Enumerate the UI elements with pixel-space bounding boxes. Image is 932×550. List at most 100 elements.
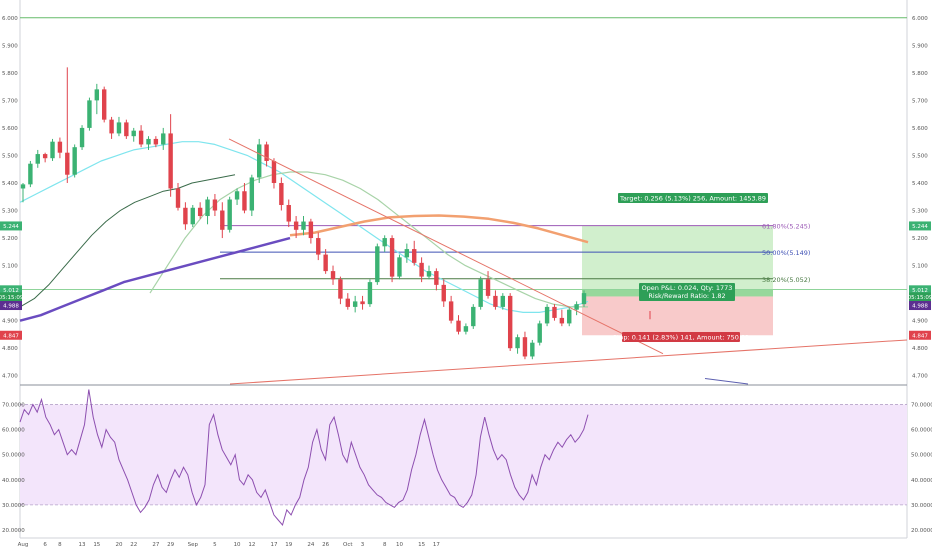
candle-body [183,207,188,225]
candle-body [352,301,358,307]
left-price-tick: 4.900 [2,319,18,325]
candle-body [242,191,247,211]
candle-body [87,100,92,128]
candle [153,136,159,148]
candle [559,309,565,327]
left-price-tick: 5.100 [2,264,18,270]
candle [338,276,343,305]
candle-body [345,298,350,307]
badge-entry-right: 4.988 [909,301,931,311]
candle [500,293,506,310]
time-tick: 27 [152,542,159,548]
candle [138,125,144,148]
left-price-tick: 4.700 [2,374,18,380]
candle [20,182,26,203]
candle-body [190,207,195,225]
badge-stop-left-bg [0,330,22,340]
candle [522,331,528,360]
candle [242,182,247,214]
candle [87,97,92,131]
badge-timer-right-text: 05:15:09 [908,295,932,301]
candle [109,116,114,139]
candle-body [537,323,542,343]
candle-body [20,184,26,189]
candle [419,257,424,283]
candle-body [323,254,328,272]
candle [323,249,328,274]
candle [168,114,173,197]
fib-label-0: 61.80%(5.245) [762,223,810,231]
badge-target-left-text: 5.244 [3,224,19,230]
target-label-bg [618,193,768,203]
candle [197,202,203,219]
candle [57,137,63,159]
candle-body [316,238,321,255]
price-axes[interactable]: 6.000 6.000 5.900 5.900 5.800 5.800 5.700 5.700… [0,16,932,380]
right-price-tick: 5.500 [912,153,928,159]
candle-body [227,199,232,230]
badge-timer-right-bg [909,292,931,302]
ma-200-line [19,236,291,322]
annotations: Target: 0.256 (5.13%) 256, Amount: 1453.… [613,193,768,342]
rsi-right-tick: 70.0000 [911,403,932,409]
left-price-tick: 5.400 [2,181,18,187]
short-trendline [704,377,749,385]
candle-body [463,326,469,332]
candle-body [301,221,306,230]
rsi-right-tick: 20.0000 [911,528,932,534]
candle-body [434,271,439,285]
candle [352,295,358,313]
candle-body [168,133,173,189]
badge-timer-right: 05:15:09 [908,292,932,302]
candlesticks[interactable] [20,67,587,360]
candle [389,235,395,283]
badge-entry-right-text: 4.988 [912,304,928,310]
candle [544,304,550,327]
candle-body [249,177,255,211]
time-tick: 8 [58,542,62,548]
stop-label: Stop: 0.141 (2.83%) 141, Amount: 750.01 [613,332,749,342]
candle-body [375,246,380,283]
candle-body [426,271,432,277]
time-tick: 15 [93,542,100,548]
candle-body [574,304,579,310]
candle [375,243,380,285]
candle-body [72,147,77,175]
badge-last-right-text: 5.012 [912,288,928,294]
risk-reward-text: Risk/Reward Ratio: 1.82 [648,292,725,300]
candle [94,83,100,115]
rsi-panel[interactable]: 70.0000 70.0000 60.0000 60.0000 50.0000 50.00… [2,389,932,535]
rsi-right-tick: 60.0000 [911,428,932,434]
candle-body [559,317,565,324]
time-axis[interactable]: Aug 6 8 13 15 20 22 27 29 Sep 5 10 12 17 19 24 26 Oct 3 8 10… [18,542,441,548]
candle-body [419,262,424,277]
badge-timer-left: 05:15:09 [0,292,24,302]
candle-body [146,138,151,145]
badge-target-right-bg [909,221,931,231]
right-price-tick: 5.700 [912,98,928,104]
candle [515,334,520,354]
candle [35,149,40,168]
candle [574,301,579,316]
badge-last-left: 5.012 [0,285,22,295]
candle [271,158,277,189]
time-tick: 22 [130,542,137,548]
rsi-left-tick: 60.0000 [2,428,25,434]
candle-body [330,271,336,280]
right-price-tick: 6.000 [912,16,928,22]
candle [205,196,210,225]
candle [220,202,225,239]
candle [212,194,218,217]
candle [124,119,129,139]
candle-body [382,238,387,247]
falling-trendline [228,138,664,355]
candle [161,127,166,150]
trendlines[interactable] [228,138,908,385]
candle [227,196,232,233]
time-tick: 26 [322,542,329,548]
candle-body [485,279,491,296]
ma-slow-line [149,171,588,308]
candle [530,339,535,360]
